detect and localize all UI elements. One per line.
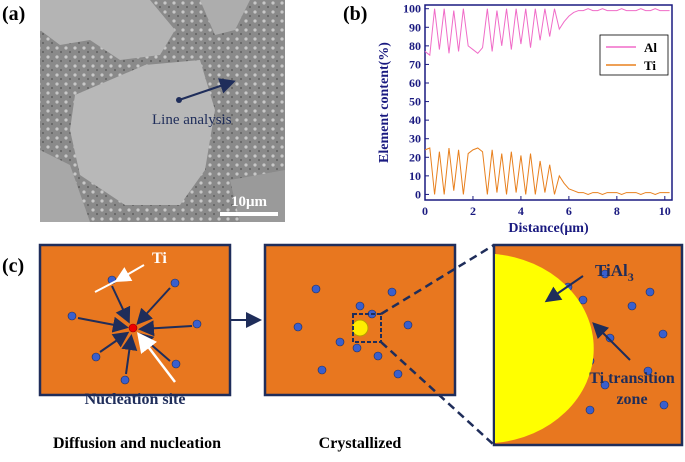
scale-text: 10μm — [231, 194, 268, 210]
tial3-text: TiAl — [595, 261, 628, 280]
series-line — [424, 147, 670, 195]
line-arrow — [178, 78, 236, 101]
sem-image — [40, 0, 285, 222]
y-tick-label: 10 — [409, 169, 421, 183]
ti-label: Ti — [152, 250, 167, 267]
x-tick-label: 4 — [518, 204, 524, 218]
panel-label: (a) — [2, 3, 25, 25]
y-tick-label: 70 — [409, 57, 421, 71]
diagram — [38, 243, 684, 447]
x-tick-label: 0 — [422, 204, 428, 218]
x-tick-label: 10 — [659, 204, 671, 218]
y-tick-label: 80 — [409, 39, 421, 53]
y-tick-label: 20 — [409, 150, 421, 164]
x-tick-label: 2 — [470, 204, 476, 218]
y-tick-label: 60 — [409, 76, 421, 90]
legend-label: Al — [644, 40, 657, 55]
plot-frame — [424, 4, 673, 201]
panel-label: (c) — [2, 255, 24, 277]
transition-label: zone — [616, 391, 647, 408]
caption: Crystallized — [319, 435, 402, 452]
series-line — [424, 8, 670, 57]
x-axis-label: Distance(μm) — [508, 221, 589, 236]
caption: Diffusion and nucleation — [53, 435, 221, 452]
nucleation-label: Nucleation site — [85, 391, 186, 408]
legend-box — [599, 34, 669, 76]
line-chart: 0 10 20 30 40 50 60 70 80 90 100 0 2 4 6 8 10 Distance(μm… — [377, 2, 673, 236]
panel-label: (b) — [343, 3, 367, 25]
tial3-label: TiAl3 — [595, 261, 634, 284]
x-tick-label: 8 — [614, 204, 620, 218]
y-tick-label: 100 — [403, 2, 421, 16]
y-tick-label: 0 — [415, 187, 421, 201]
y-tick-label: 90 — [409, 20, 421, 34]
y-tick-label: 40 — [409, 113, 421, 127]
legend-label: Ti — [644, 58, 656, 73]
y-tick-label: 30 — [409, 132, 421, 146]
start-dot — [176, 97, 182, 103]
transition-label: Ti transition — [589, 370, 675, 387]
annotation: Line analysis — [152, 112, 232, 128]
y-tick-label: 50 — [409, 95, 421, 109]
y-axis-label: Element content(%) — [377, 42, 392, 163]
x-tick-label: 6 — [566, 204, 572, 218]
tial3-subscript: 3 — [628, 270, 634, 284]
